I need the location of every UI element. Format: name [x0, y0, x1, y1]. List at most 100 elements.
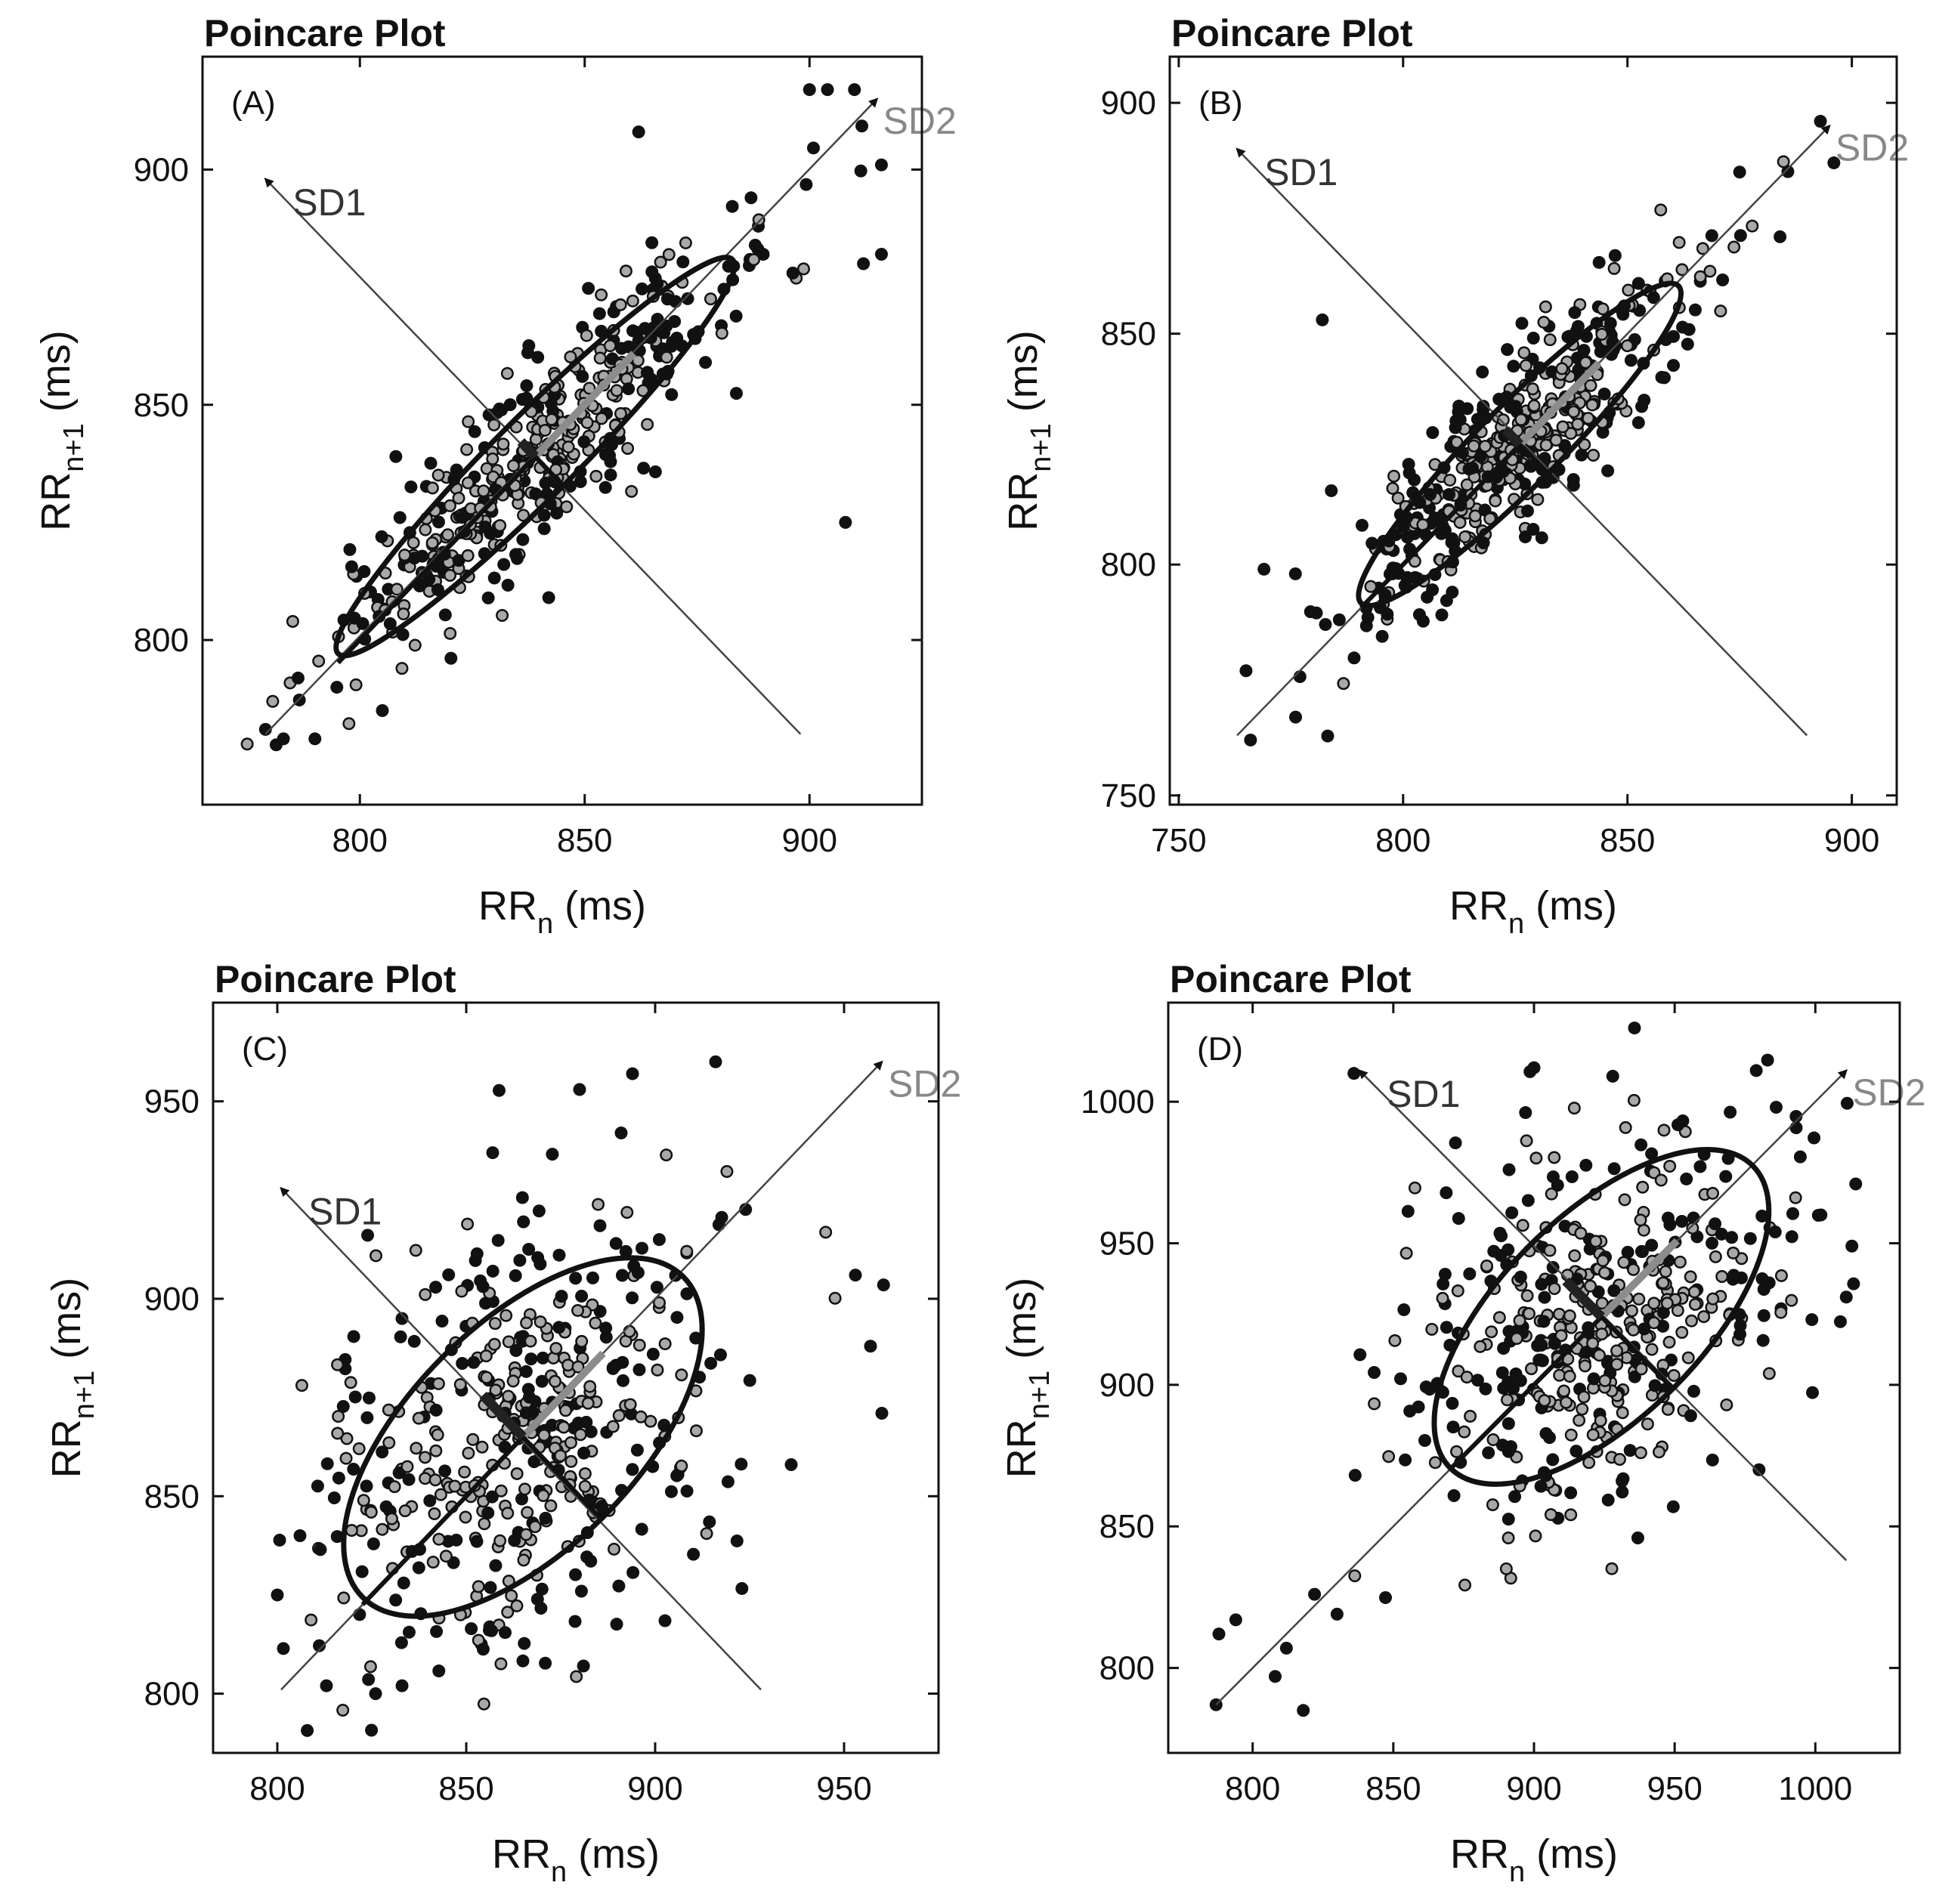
data-point [376, 703, 389, 717]
data-point-highlight [580, 1482, 590, 1491]
data-point-highlight [1452, 437, 1461, 447]
data-point [626, 1291, 639, 1305]
data-point [1634, 1244, 1648, 1258]
data-point [1502, 1163, 1516, 1176]
panel-label: (B) [1198, 85, 1243, 122]
data-point-highlight [1566, 1323, 1576, 1333]
data-point [539, 1656, 552, 1670]
data-point-highlight [1639, 1226, 1649, 1235]
data-point [1733, 229, 1747, 243]
data-point-highlight [405, 562, 415, 572]
data-point [1526, 331, 1540, 345]
data-point-highlight [496, 1486, 506, 1496]
data-point [664, 1485, 678, 1498]
data-point [636, 1241, 649, 1255]
data-point-highlight [1591, 1236, 1600, 1246]
data-point [470, 1247, 484, 1260]
data-point [535, 1374, 549, 1388]
data-point-highlight [1502, 1395, 1512, 1405]
data-point [422, 573, 436, 586]
data-point [1347, 651, 1361, 665]
data-point [1321, 729, 1334, 743]
data-point [369, 1687, 382, 1701]
data-point [575, 1290, 589, 1303]
data-point [658, 1614, 672, 1627]
data-point-highlight [461, 1513, 471, 1522]
data-point [516, 1654, 530, 1668]
data-point [1332, 613, 1346, 626]
data-point-highlight [1453, 1286, 1463, 1296]
data-point [1624, 354, 1638, 367]
data-point [389, 1593, 403, 1607]
y-tick-label: 900 [144, 1281, 199, 1318]
data-point-highlight [1518, 1220, 1528, 1230]
data-point-highlight [1459, 1427, 1469, 1437]
data-point-highlight [1402, 1248, 1412, 1258]
plot-frame [212, 1001, 940, 1754]
data-point-highlight [652, 1365, 662, 1375]
data-point [492, 1083, 506, 1097]
data-point [721, 1475, 735, 1488]
data-point-highlight [1622, 341, 1632, 351]
plot-frame [201, 55, 923, 806]
data-point [577, 1446, 591, 1460]
data-point-highlight [628, 296, 638, 306]
data-point-highlight [691, 1426, 701, 1436]
data-point-highlight [664, 249, 674, 259]
data-point [1631, 416, 1645, 429]
data-point-highlight [1647, 1345, 1657, 1355]
poincare-panel-1: Poincare Plot SD1 SD2 (B) 750 800 850 900 750 800… [1000, 12, 1909, 940]
data-point [670, 1311, 684, 1324]
data-point [709, 1055, 722, 1068]
data-point [1814, 1208, 1828, 1222]
data-point-highlight [377, 1525, 387, 1535]
data-point-highlight [1607, 1564, 1617, 1574]
data-point [1297, 1704, 1310, 1717]
data-point [1515, 317, 1529, 330]
data-point [546, 1148, 559, 1161]
data-point [509, 1344, 523, 1358]
data-point-highlight [526, 1337, 536, 1346]
data-point [1706, 1453, 1719, 1467]
data-point-highlight [1566, 1430, 1576, 1440]
data-point [476, 1643, 490, 1656]
data-point-highlight [1717, 1272, 1727, 1281]
data-point [1607, 1162, 1621, 1176]
data-point-highlight [587, 1300, 597, 1310]
x-tick-label: 900 [1506, 1770, 1561, 1807]
data-point [271, 1588, 284, 1602]
data-point-highlight [349, 623, 359, 633]
data-point [1538, 1290, 1551, 1304]
data-point [1257, 562, 1271, 576]
data-point [522, 1390, 536, 1404]
data-point-highlight [468, 1435, 478, 1445]
data-point [604, 455, 617, 468]
data-point [637, 462, 651, 475]
data-point-highlight [1737, 1253, 1746, 1263]
data-point [1418, 1434, 1432, 1448]
data-point-highlight [622, 1207, 632, 1217]
data-point-highlight [297, 1380, 307, 1390]
data-point-highlight [503, 1392, 513, 1402]
data-point-highlight [518, 510, 528, 520]
y-tick-label: 850 [134, 387, 189, 424]
data-point [1508, 1490, 1522, 1504]
data-point [645, 236, 659, 249]
data-point [552, 1248, 566, 1262]
data-point [396, 628, 410, 641]
data-point [1447, 536, 1461, 549]
data-point-highlight [462, 444, 472, 454]
data-point-highlight [605, 341, 615, 351]
data-point-highlight [531, 434, 541, 444]
data-point [1769, 1100, 1783, 1114]
data-point-highlight [1586, 381, 1596, 391]
data-point-highlight [433, 1430, 443, 1440]
data-point-highlight [609, 1544, 619, 1554]
data-point-highlight [400, 550, 410, 560]
ellipse-long-axis [360, 1435, 525, 1606]
data-point-highlight [1786, 1296, 1796, 1306]
x-tick-label: 850 [1600, 822, 1655, 859]
data-point-highlight [660, 1339, 670, 1349]
data-point-highlight [591, 471, 601, 481]
data-point-highlight [1636, 1215, 1646, 1225]
